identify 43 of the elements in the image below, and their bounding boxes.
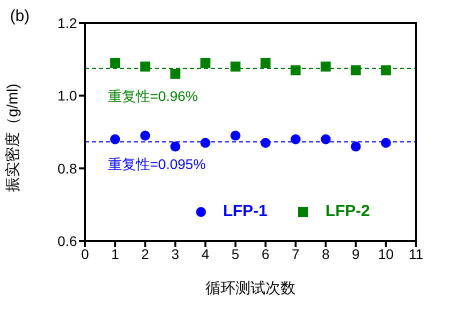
point bbox=[200, 58, 210, 68]
x-tick-label: 9 bbox=[352, 246, 360, 262]
x-tick-label: 1 bbox=[111, 246, 120, 262]
x-tick-label: 6 bbox=[262, 246, 270, 262]
point bbox=[140, 62, 150, 72]
y-tick-label: 1.0 bbox=[58, 88, 78, 104]
point bbox=[320, 134, 331, 144]
y-tick-label: 1.2 bbox=[58, 14, 78, 31]
annotation: 重复性=0.095% bbox=[108, 156, 206, 174]
legend-label: LFP-2 bbox=[325, 203, 370, 221]
x-tick-label: 0 bbox=[81, 246, 90, 262]
point bbox=[230, 130, 240, 141]
x-tick-label: 4 bbox=[201, 246, 210, 262]
annotation: 重复性=0.96% bbox=[108, 88, 198, 106]
x-tick-label: 2 bbox=[141, 246, 150, 262]
point bbox=[350, 65, 361, 76]
text: (b) bbox=[10, 8, 30, 26]
x-axis-title: 循环测试次数 bbox=[206, 280, 296, 297]
y-tick-label: 0.6 bbox=[58, 232, 78, 249]
x-tick-label: 7 bbox=[292, 246, 300, 262]
point bbox=[170, 68, 180, 79]
x-tick-label: 3 bbox=[171, 246, 180, 262]
point bbox=[170, 142, 180, 152]
x-tick-label: 5 bbox=[232, 246, 240, 262]
point bbox=[320, 62, 331, 72]
point bbox=[260, 138, 271, 148]
point bbox=[290, 134, 301, 144]
x-tick-label: 11 bbox=[408, 246, 424, 262]
point bbox=[380, 138, 391, 148]
point bbox=[110, 134, 120, 144]
point bbox=[230, 62, 240, 72]
x-tick-label: 8 bbox=[322, 246, 330, 262]
x-tick-label: 10 bbox=[378, 246, 394, 262]
y-tick-label: 0.8 bbox=[58, 160, 78, 176]
legend-label: LFP-1 bbox=[223, 203, 268, 221]
point bbox=[200, 138, 210, 148]
point bbox=[140, 130, 150, 141]
point bbox=[260, 58, 271, 68]
point bbox=[350, 142, 361, 152]
y-axis-title: 振实密度（g/ml) bbox=[4, 84, 22, 192]
point bbox=[290, 65, 301, 76]
point bbox=[110, 58, 120, 68]
point bbox=[380, 65, 391, 76]
